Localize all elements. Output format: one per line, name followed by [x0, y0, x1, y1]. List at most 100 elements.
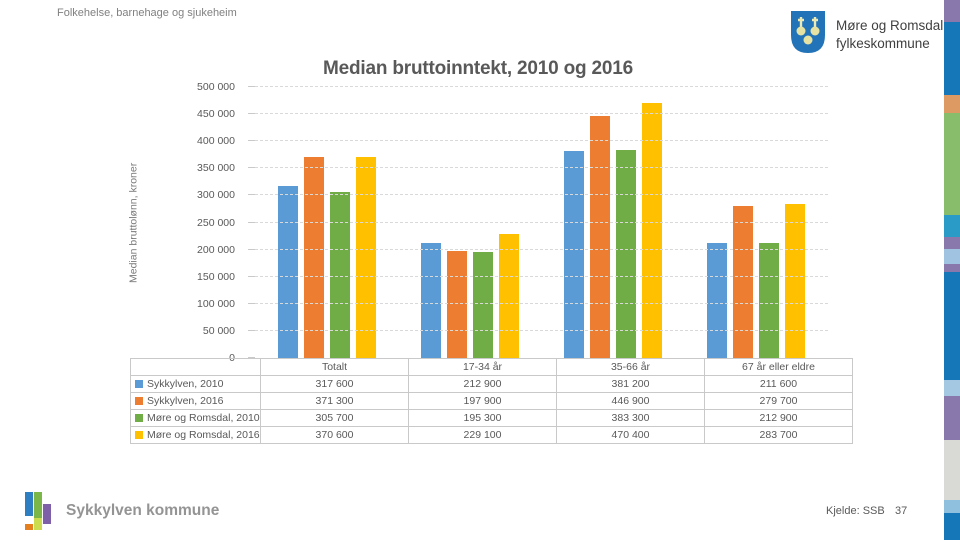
value-cell: 212 900: [704, 409, 853, 427]
y-axis-labels: 0 50 000 100 000 150 000 200 000 250 000 300 0…: [150, 81, 235, 364]
y-axis-tick: [248, 167, 255, 169]
bar: [329, 192, 350, 358]
y-axis-tick-label: 200 000: [197, 243, 235, 256]
y-axis-title: Median bruttolønn, kroner: [127, 162, 140, 283]
category-header: 35-66 år: [556, 358, 705, 376]
gridline: [255, 167, 828, 169]
municipality-logo-icon: [25, 492, 61, 532]
bar: [446, 250, 467, 358]
bar: [707, 243, 728, 358]
y-axis-tick: [248, 275, 255, 277]
gridline: [255, 194, 828, 196]
y-axis-tick: [248, 248, 255, 250]
y-axis-tick-label: 250 000: [197, 216, 235, 229]
gridline: [255, 302, 828, 304]
legend-cell: Møre og Romsdal, 2010: [130, 409, 261, 427]
table-row: Møre og Romsdal, 2016 370 600 229 100 470 4…: [130, 426, 853, 444]
table-row: Sykkylven, 2010 317 600 212 900 381 200 211 …: [130, 375, 853, 393]
table-header-row: Totalt 17-34 år 35-66 år 67 år eller eldre: [130, 358, 853, 376]
value-cell: 317 600: [260, 375, 409, 393]
slide-header-title: Folkehelse, barnehage og sjukeheim: [57, 7, 237, 19]
value-cell: 195 300: [408, 409, 557, 427]
y-axis-tick-label: 100 000: [197, 297, 235, 310]
page-number: 37: [895, 505, 908, 517]
bar: [759, 242, 780, 358]
county-name: Møre og Romsdal fylkeskommune: [836, 17, 943, 52]
source-label: Kjelde: SSB: [826, 505, 885, 517]
county-name-line2: fylkeskommune: [836, 35, 930, 51]
legend-swatch-icon: [135, 414, 143, 422]
chart-title: Median bruttoinntekt, 2010 og 2016: [323, 58, 633, 79]
value-cell: 212 900: [408, 375, 557, 393]
y-axis-tick: [248, 329, 255, 331]
value-cell: 305 700: [260, 409, 409, 427]
y-axis-tick: [248, 357, 255, 358]
bar: [590, 115, 611, 358]
bar: [303, 156, 324, 358]
value-cell: 381 200: [556, 375, 705, 393]
y-axis-tick: [248, 86, 255, 87]
y-axis-tick-label: 300 000: [197, 189, 235, 202]
bar: [420, 242, 441, 358]
bar: [472, 252, 493, 358]
y-axis-tick: [248, 221, 255, 223]
bar: [733, 206, 754, 358]
chart-data-table: Totalt 17-34 år 35-66 år 67 år eller eldre S…: [130, 358, 853, 444]
bar: [355, 157, 376, 358]
coat-of-arms-icon: [789, 9, 827, 60]
y-axis-tick-label: 50 000: [202, 324, 235, 337]
table-row: Sykkylven, 2016 371 300 197 900 446 900 279 …: [130, 392, 853, 410]
y-axis-tick-label: 500 000: [197, 81, 235, 93]
bar: [785, 204, 806, 358]
legend-swatch-icon: [135, 397, 143, 405]
gridline: [255, 275, 828, 277]
value-cell: 197 900: [408, 392, 557, 410]
value-cell: 229 100: [408, 426, 557, 444]
gridline: [255, 86, 828, 87]
bar-group-1: [255, 87, 398, 358]
county-name-line1: Møre og Romsdal: [836, 17, 944, 33]
value-cell: 279 700: [704, 392, 853, 410]
legend-cell: Sykkylven, 2010: [130, 375, 261, 393]
y-axis-tick: [248, 113, 255, 115]
category-header: 17-34 år: [408, 358, 557, 376]
municipality-name: Sykkylven kommune: [66, 502, 220, 519]
bar-group-4: [685, 87, 828, 358]
gridline: [255, 113, 828, 115]
legend-swatch-icon: [135, 431, 143, 439]
table-row: Møre og Romsdal, 2010 305 700 195 300 383 3…: [130, 409, 853, 427]
legend-cell: Møre og Romsdal, 2016: [130, 426, 261, 444]
chart-plot-area: [248, 86, 828, 358]
gridline: [255, 329, 828, 331]
value-cell: 370 600: [260, 426, 409, 444]
bar: [277, 185, 298, 358]
y-axis-tick-label: 400 000: [197, 135, 235, 148]
gridline: [255, 248, 828, 250]
legend-swatch-icon: [135, 380, 143, 388]
value-cell: 446 900: [556, 392, 705, 410]
bar-group-3: [542, 87, 685, 358]
y-axis-tick: [248, 302, 255, 304]
value-cell: 283 700: [704, 426, 853, 444]
bar: [564, 151, 585, 358]
gridline: [255, 140, 828, 142]
decorative-stripe: [944, 0, 960, 540]
category-header: Totalt: [260, 358, 409, 376]
y-axis-tick-label: 350 000: [197, 162, 235, 175]
y-axis-tick: [248, 140, 255, 142]
value-cell: 383 300: [556, 409, 705, 427]
value-cell: 470 400: [556, 426, 705, 444]
bar: [616, 150, 637, 358]
legend-cell: Sykkylven, 2016: [130, 392, 261, 410]
county-logo: Møre og Romsdal fylkeskommune: [789, 9, 943, 60]
table-corner-cell: [130, 358, 261, 376]
bar-group-2: [398, 87, 541, 358]
y-axis-tick: [248, 194, 255, 196]
value-cell: 371 300: [260, 392, 409, 410]
bar: [498, 233, 519, 358]
category-header: 67 år eller eldre: [704, 358, 853, 376]
bar: [642, 103, 663, 358]
gridline: [255, 221, 828, 223]
y-axis-tick-label: 450 000: [197, 108, 235, 121]
